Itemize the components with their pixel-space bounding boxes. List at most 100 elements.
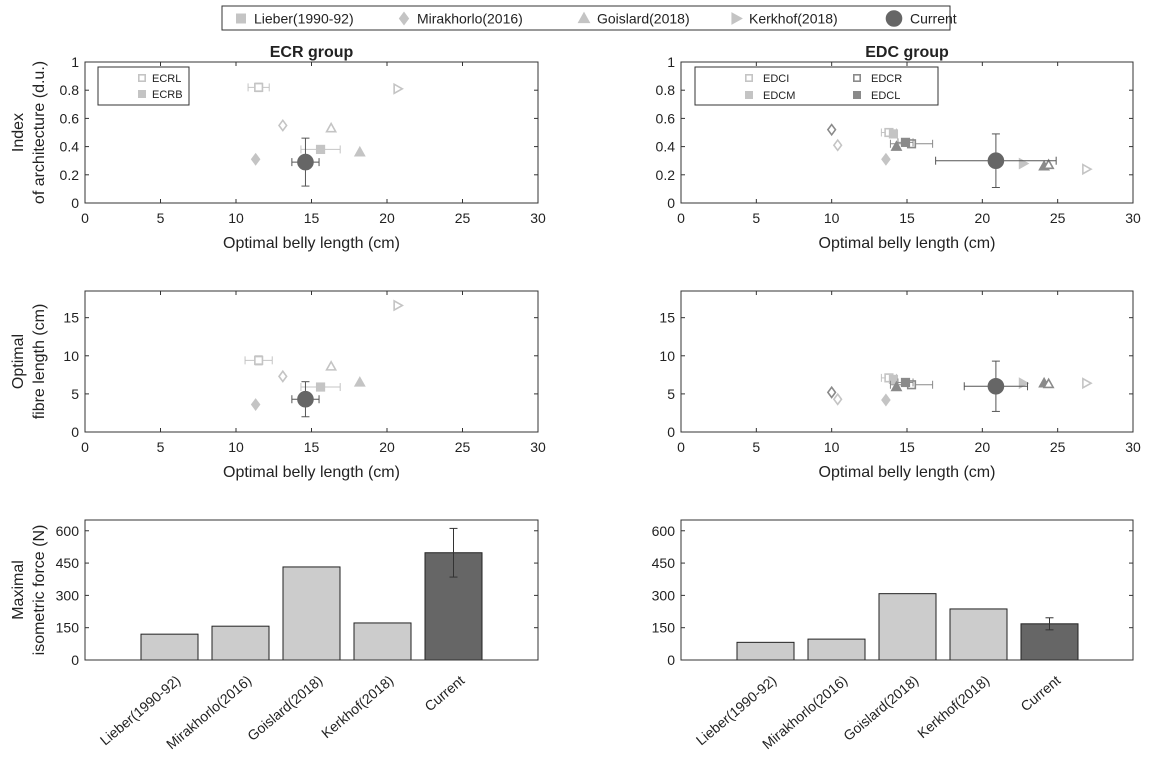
y-tick-label: 0.8	[60, 82, 80, 98]
x-tick-label: 25	[1050, 210, 1066, 226]
legend-entry: Current	[885, 10, 957, 27]
x-tick-label: 20	[975, 439, 991, 455]
y-tick-label: 0	[71, 424, 79, 440]
data-point-triangle-up	[890, 380, 903, 392]
data-point-triangle-right	[1082, 163, 1093, 176]
legend-marker-triangle-up	[577, 11, 591, 24]
data-point-diamond	[250, 152, 261, 166]
data-point-diamond	[250, 398, 261, 412]
data-point-triangle-right	[1018, 377, 1030, 390]
axes-box	[680, 290, 1134, 433]
y-tick-label: 600	[56, 523, 80, 539]
y-tick-label: 10	[63, 348, 79, 364]
bar	[140, 633, 199, 661]
data-point-square	[900, 137, 911, 147]
x-tick-label: 10	[824, 439, 840, 455]
data-point-triangle-up	[325, 360, 338, 371]
axes-box	[84, 290, 539, 433]
data-point-triangle-up	[325, 121, 338, 133]
inset-legend: ECRL ECRB	[97, 66, 190, 106]
y-tick-label: 0	[71, 195, 79, 211]
y-axis-label: isometric force (N)	[31, 525, 48, 656]
legend-entry: Lieber(1990-92)	[236, 11, 354, 27]
data-point-square	[900, 377, 911, 388]
data-point-triangle-right	[1082, 377, 1093, 390]
x-tick-label: 20	[379, 210, 395, 226]
panel-ecr-fibre: 0 5 10 15 Optimal fibre length (cm) 0 5 10 15 20 25…	[10, 290, 546, 481]
plot-area	[681, 291, 1133, 432]
x-tick-label: 25	[1050, 439, 1066, 455]
data-point-square	[315, 382, 326, 392]
legend-marker-square	[236, 13, 247, 24]
x-tick-label: 0	[81, 439, 89, 455]
legend-label: Lieber(1990-92)	[254, 11, 354, 27]
y-tick-label: 0	[667, 195, 675, 211]
inset-legend-marker	[744, 91, 753, 100]
data-point-diamond	[826, 385, 837, 399]
data-point-square	[254, 82, 264, 92]
y-tick-label: 0.8	[656, 82, 676, 98]
y-tick-label: 5	[71, 386, 79, 402]
inset-legend-label: EDCR	[871, 73, 902, 85]
data-point-triangle-right	[393, 299, 404, 312]
y-tick-label: 0.2	[60, 167, 80, 183]
inset-legend-box	[97, 66, 190, 106]
data-point-triangle-up	[353, 376, 366, 387]
y-tick-label: 0	[667, 652, 675, 668]
y-tick-label: 150	[56, 620, 80, 636]
y-tick-label: 15	[659, 310, 675, 326]
x-tick-label: 0	[81, 210, 89, 226]
data-point-triangle-right	[393, 82, 404, 95]
bar	[211, 625, 270, 661]
data-point-diamond	[278, 369, 288, 383]
data-point-square	[888, 374, 899, 385]
y-axis-label: Optimal	[10, 334, 27, 389]
x-tick-label: Goislard(2018)	[244, 672, 325, 744]
y-tick-label: 450	[56, 555, 80, 571]
y-tick-label: 450	[652, 555, 676, 571]
x-tick-label: 15	[899, 210, 915, 226]
inset-legend: EDCI EDCR EDCM EDCL	[694, 66, 939, 106]
data-point-square	[315, 144, 326, 155]
x-tick-label: 30	[1125, 439, 1141, 455]
data-point-diamond	[832, 138, 843, 152]
y-tick-label: 0	[71, 652, 79, 668]
legend-label: Mirakhorlo(2016)	[417, 11, 523, 27]
bar	[282, 566, 341, 661]
y-tick-label: 0.2	[656, 167, 676, 183]
legend-label: Kerkhof(2018)	[749, 11, 838, 27]
y-tick-label: 1	[667, 54, 675, 70]
x-tick-label: 30	[1125, 210, 1141, 226]
axes-box	[680, 519, 1134, 661]
x-tick-label: 5	[752, 210, 760, 226]
panel-ecr-ia: 0 0.2 0.4 0.6 0.8 1 Index of architecture (d.u.…	[10, 44, 546, 252]
x-tick-label: 15	[304, 439, 320, 455]
x-tick-label: 30	[530, 210, 546, 226]
y-tick-label: 300	[56, 587, 80, 603]
data-point-square	[254, 355, 264, 365]
y-tick-label: 10	[659, 348, 675, 364]
data-point-diamond	[881, 152, 891, 166]
data-point-circle	[297, 390, 314, 408]
y-axis-label: of architecture (d.u.)	[31, 61, 48, 204]
inset-legend-marker	[138, 90, 147, 99]
data-point-triangle-up	[1042, 158, 1055, 170]
legend-label: Current	[910, 11, 957, 27]
data-point-diamond	[278, 118, 288, 132]
x-tick-label: 10	[228, 439, 244, 455]
axes-box	[680, 61, 1134, 204]
y-tick-label: 600	[652, 523, 676, 539]
x-tick-label: 20	[379, 439, 395, 455]
bar	[736, 641, 795, 661]
inset-legend-marker	[852, 74, 861, 83]
inset-legend-marker	[852, 91, 861, 100]
bar	[807, 638, 866, 661]
data-point-diamond	[881, 393, 891, 407]
legend-entry: Kerkhof(2018)	[731, 11, 838, 27]
x-tick-label: 15	[304, 210, 320, 226]
x-tick-label: Kerkhof(2018)	[318, 672, 396, 741]
y-axis-label: Maximal	[10, 560, 27, 620]
y-tick-label: 300	[652, 587, 676, 603]
